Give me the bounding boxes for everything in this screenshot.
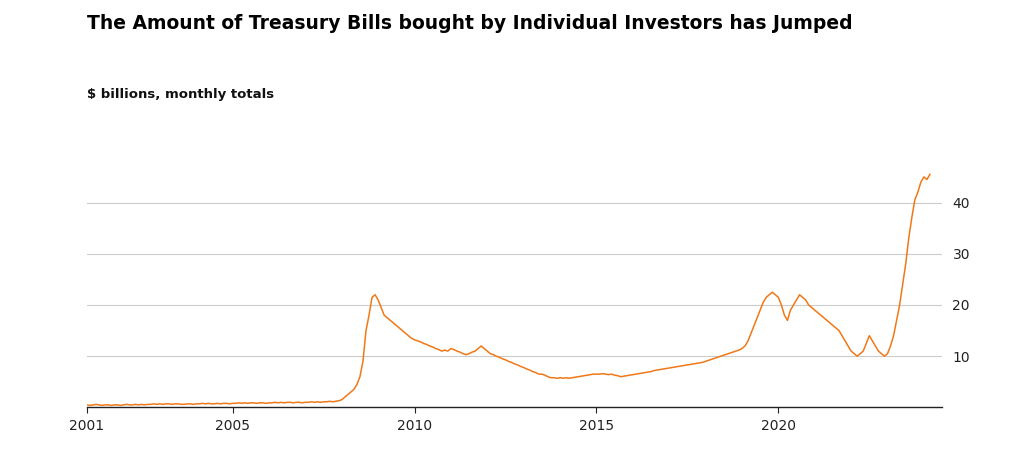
Text: $ billions, monthly totals: $ billions, monthly totals [87,88,274,101]
Text: The Amount of Treasury Bills bought by Individual Investors has Jumped: The Amount of Treasury Bills bought by I… [87,14,853,33]
